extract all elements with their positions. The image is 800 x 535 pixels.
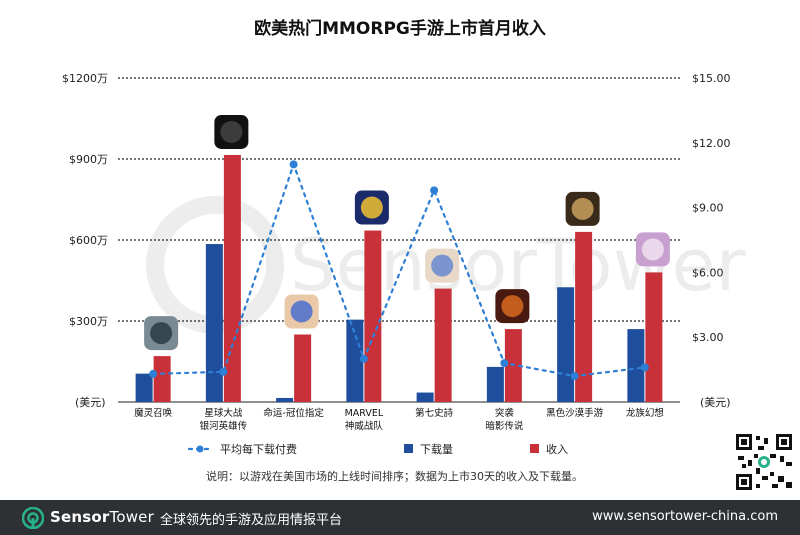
left-tick-label: $600万	[69, 234, 108, 247]
footer-website-link[interactable]: www.sensortower-china.com	[592, 509, 778, 524]
app-icon-art	[641, 238, 664, 261]
app-icon	[565, 191, 600, 226]
app-icon	[635, 232, 670, 267]
legend-revenue-swatch	[530, 444, 539, 453]
bar-downloads	[276, 397, 294, 402]
arpd-point	[219, 367, 228, 376]
app-icon	[354, 190, 389, 225]
bar-revenue	[434, 288, 452, 402]
category-label: 星球大战	[204, 407, 243, 419]
right-tick-label: $6.00	[692, 266, 724, 279]
footer-tagline: 全球领先的手游及应用情报平台	[160, 513, 343, 528]
brand-name: SensorTower	[50, 508, 154, 526]
app-icon-art	[290, 300, 313, 323]
bar-downloads	[486, 366, 504, 402]
category-label: 突袭	[495, 407, 515, 419]
left-tick-label: $300万	[69, 315, 108, 328]
app-icon-art	[431, 254, 454, 277]
left-axis-unit: (美元)	[75, 396, 106, 409]
qr-code[interactable]	[734, 432, 794, 492]
right-tick-label: $12.00	[692, 137, 731, 150]
category-label: 神威战队	[345, 420, 384, 432]
category-label: 命运-冠位指定	[263, 407, 324, 419]
app-icon	[284, 294, 319, 329]
bar-downloads	[416, 392, 434, 402]
footer-bar: SensorTower 全球领先的手游及应用情报平台 www.sensortow…	[0, 500, 800, 535]
arpd-point	[570, 372, 579, 381]
right-tick-label: $15.00	[692, 72, 731, 85]
legend-downloads-label: 下载量	[420, 443, 453, 456]
arpd-point	[289, 160, 298, 169]
app-icon-art	[571, 197, 594, 220]
brand-sensor: Sensor	[50, 508, 110, 526]
right-axis-unit: (美元)	[700, 396, 731, 409]
bar-revenue	[223, 154, 241, 402]
category-label: 黑色沙漠手游	[546, 407, 604, 419]
arpd-point	[500, 359, 509, 368]
legend-revenue-label: 收入	[546, 442, 568, 456]
app-icon-art	[360, 196, 383, 219]
app-icon	[495, 289, 530, 324]
legend-downloads-swatch	[404, 444, 413, 453]
bar-revenue	[294, 334, 312, 402]
bar-revenue	[575, 231, 593, 402]
chart-note: 说明：以游戏在美国市场的上线时间排序；数据为上市30天的收入及下载量。	[206, 470, 583, 483]
arpd-line	[152, 161, 646, 378]
chart-title: 欧美热门MMORPG手游上市首月收入	[254, 18, 546, 39]
legend-arpd-marker	[196, 445, 204, 453]
sensortower-logo-icon	[22, 507, 44, 529]
category-label: MARVEL	[345, 408, 384, 419]
bar-downloads	[346, 319, 364, 402]
app-icon	[425, 248, 460, 283]
app-icon-art	[220, 120, 243, 143]
app-icon-art	[150, 322, 173, 345]
arpd-point	[430, 186, 439, 195]
bar-downloads	[627, 329, 645, 402]
bar-downloads	[205, 244, 223, 402]
left-tick-label: $1200万	[62, 72, 108, 85]
arpd-point	[640, 363, 649, 372]
app-icon-art	[501, 295, 524, 318]
right-tick-label: $9.00	[692, 202, 724, 215]
category-label: 第七史詩	[415, 407, 454, 419]
brand-tower: Tower	[109, 508, 154, 526]
app-icon	[214, 114, 249, 149]
bar-revenue	[153, 356, 171, 402]
category-label: 龙族幻想	[626, 407, 665, 419]
app-icon	[144, 316, 179, 351]
arpd-point	[149, 369, 158, 378]
category-label: 魔灵召唤	[134, 407, 173, 419]
chart: SensorTower欧美热门MMORPG手游上市首月收入$300万$600万$…	[62, 18, 746, 456]
legend-arpd-label: 平均每下载付费	[220, 442, 297, 456]
bar-revenue	[364, 230, 382, 402]
category-label: 银河英雄传	[200, 420, 248, 432]
bar-downloads	[135, 373, 153, 402]
qr-code-icon	[734, 432, 794, 492]
arpd-point	[359, 354, 368, 363]
bar-downloads	[557, 287, 575, 402]
bar-revenue	[645, 272, 663, 402]
right-tick-label: $3.00	[692, 331, 724, 344]
left-tick-label: $900万	[69, 153, 108, 166]
category-label: 暗影传说	[485, 420, 524, 432]
